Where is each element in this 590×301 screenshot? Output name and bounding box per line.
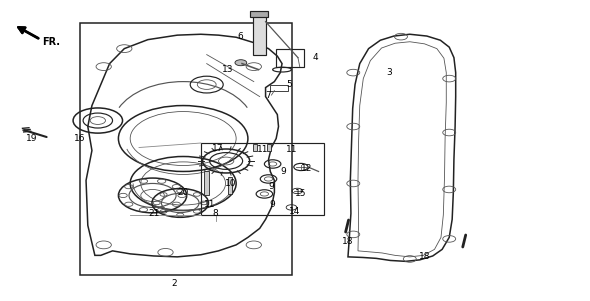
Text: 8: 8: [212, 209, 218, 218]
Text: 12: 12: [301, 164, 313, 173]
Text: 9: 9: [268, 182, 274, 191]
Text: 5: 5: [286, 80, 292, 89]
Bar: [201, 143, 324, 215]
Bar: [204, 172, 209, 195]
Text: 21: 21: [148, 209, 159, 218]
Text: 9: 9: [270, 200, 276, 209]
Text: 18: 18: [342, 237, 354, 247]
Bar: [253, 144, 257, 151]
Text: 11: 11: [204, 200, 215, 209]
Bar: [250, 11, 268, 17]
Text: 14: 14: [289, 207, 301, 216]
Text: 9: 9: [280, 167, 286, 176]
Text: 6: 6: [237, 32, 243, 41]
Text: FR.: FR.: [42, 37, 60, 47]
Circle shape: [235, 60, 247, 66]
Bar: [270, 85, 288, 91]
Text: 2: 2: [172, 279, 177, 288]
Text: 20: 20: [178, 188, 189, 197]
Text: 4: 4: [313, 53, 319, 62]
Bar: [267, 144, 271, 151]
Text: 19: 19: [25, 134, 37, 143]
Text: 17: 17: [212, 144, 223, 153]
Text: 7: 7: [266, 91, 271, 100]
Text: 11: 11: [286, 144, 298, 154]
Bar: [80, 23, 292, 275]
Text: 15: 15: [295, 189, 307, 198]
Text: 13: 13: [222, 65, 233, 74]
Text: 18: 18: [419, 252, 430, 261]
Text: 16: 16: [74, 134, 86, 143]
Text: 10: 10: [225, 179, 236, 188]
Bar: [228, 178, 232, 194]
Text: 3: 3: [386, 68, 392, 77]
Bar: [276, 49, 304, 67]
Bar: [253, 16, 266, 54]
Text: 11: 11: [257, 144, 268, 154]
